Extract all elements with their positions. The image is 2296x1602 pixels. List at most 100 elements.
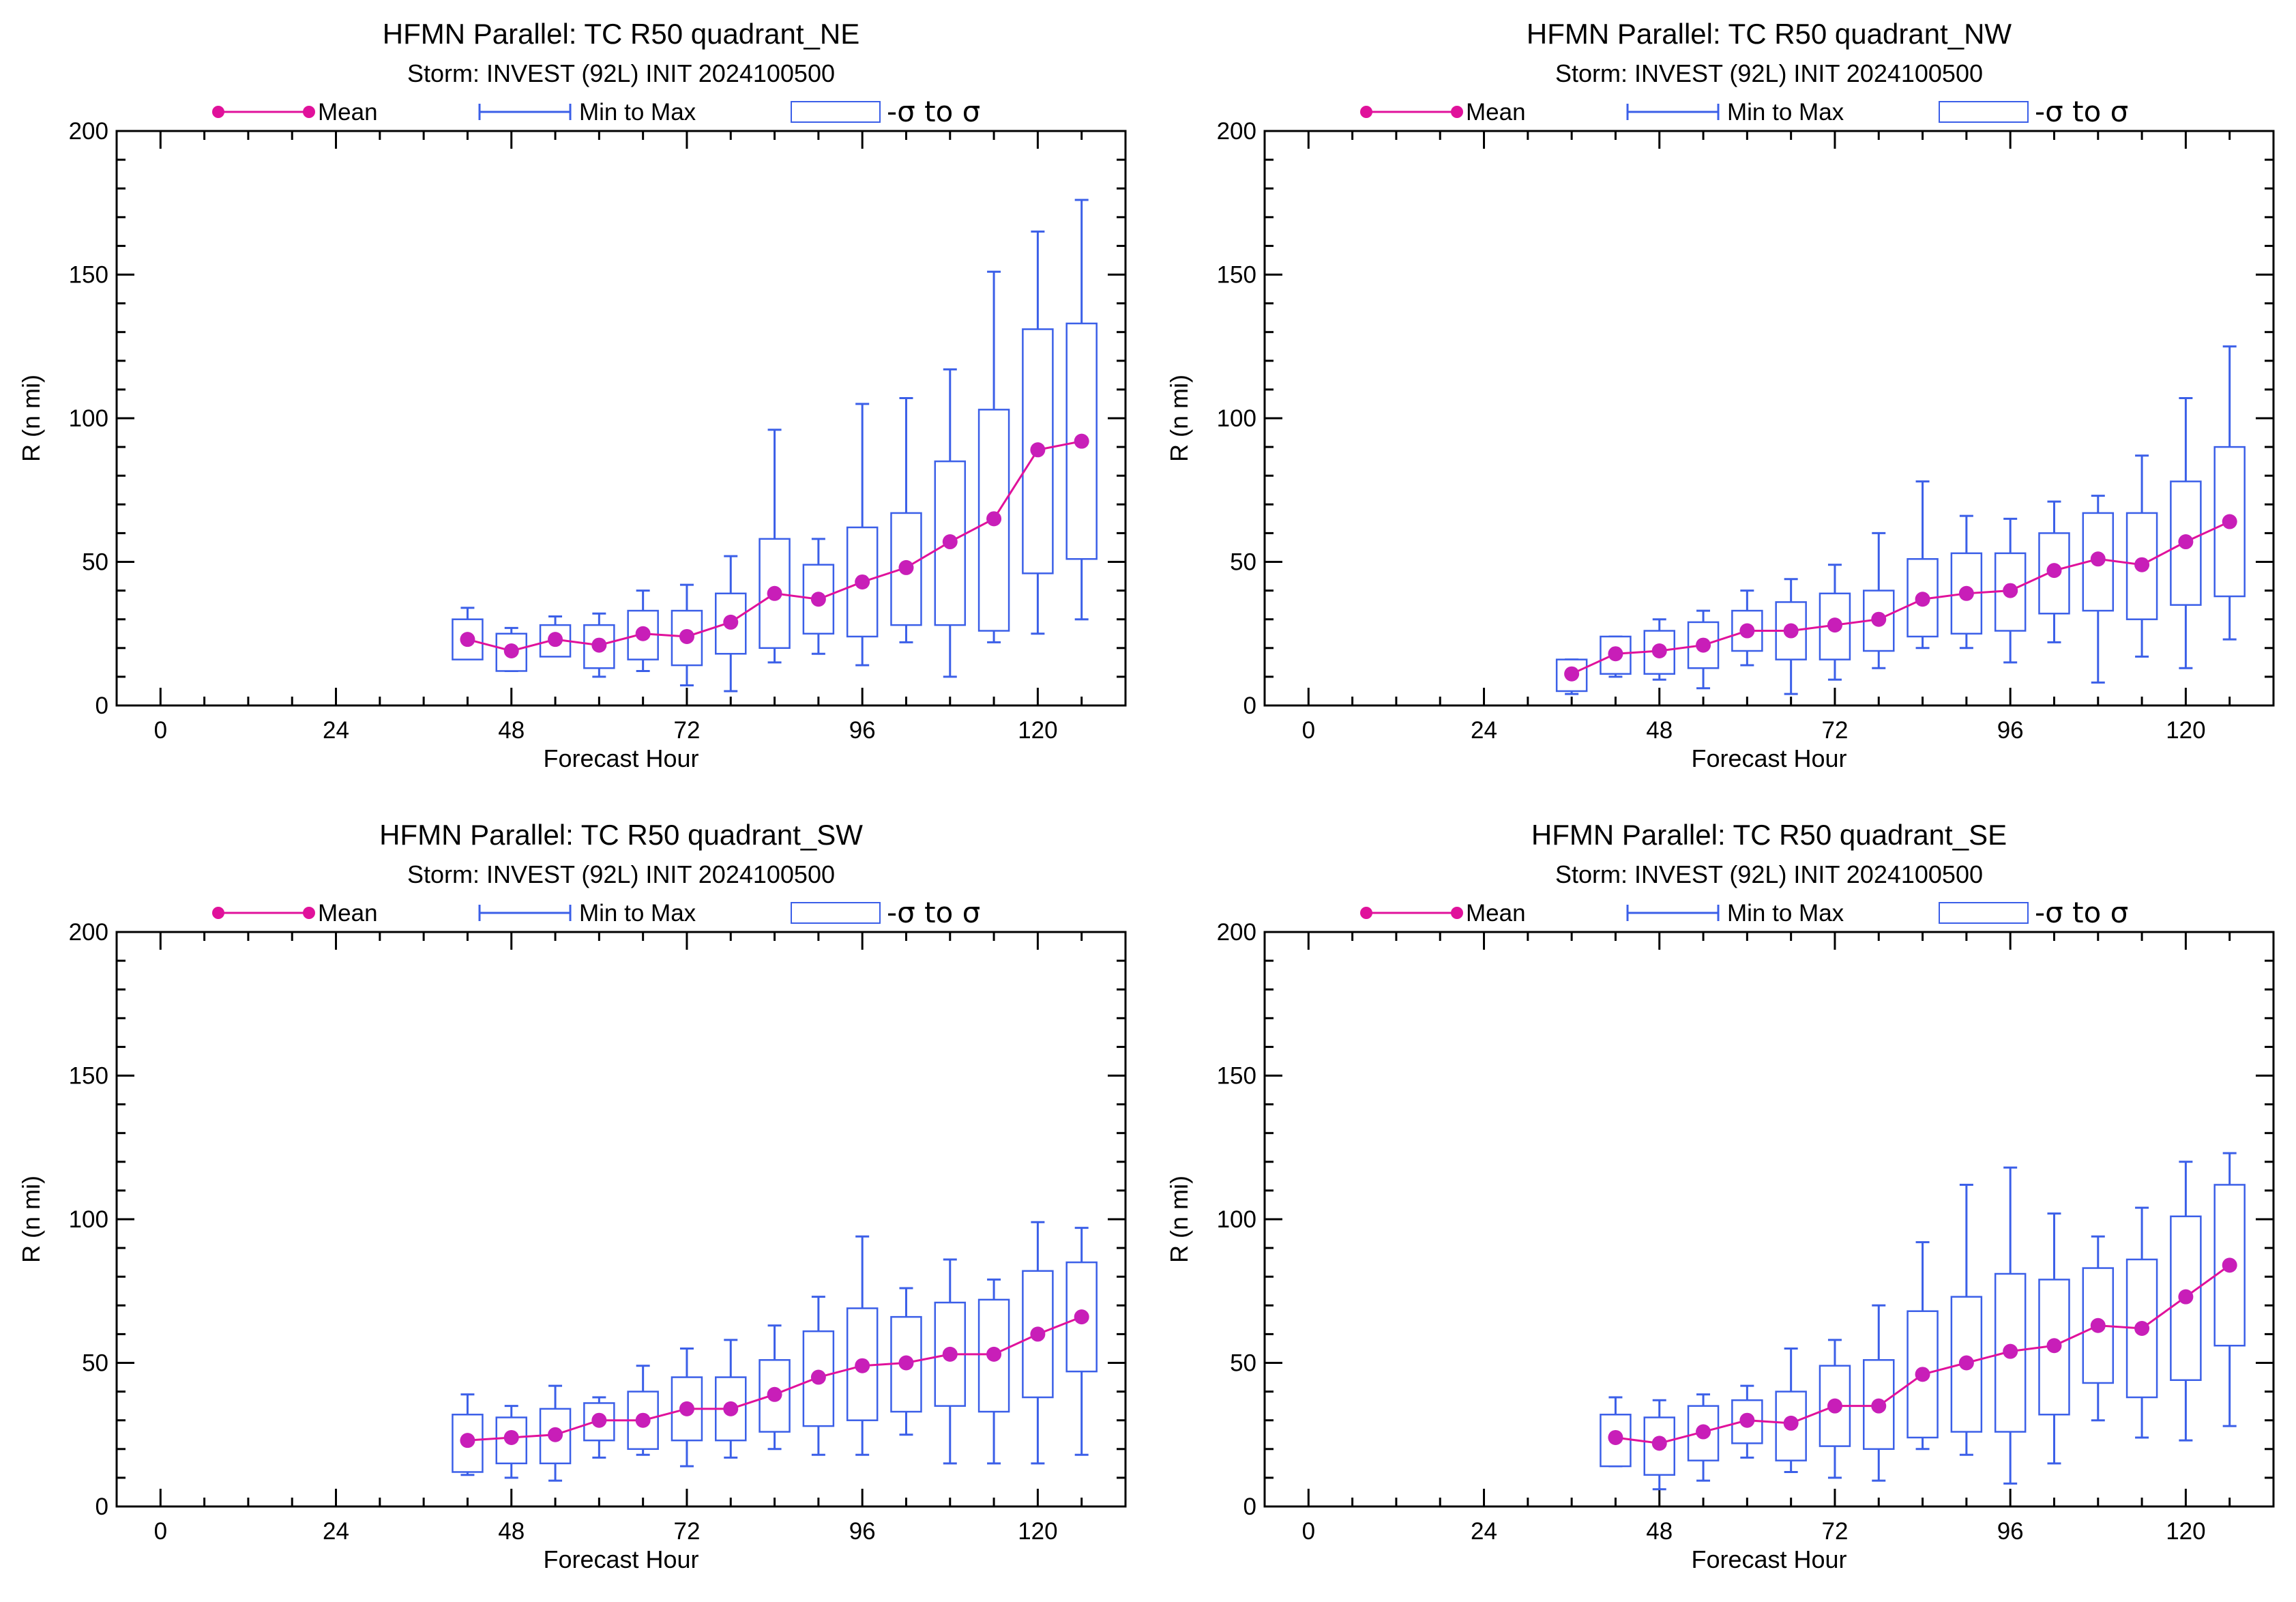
y-tick-label: 100 [1217, 1206, 1256, 1233]
mean-point [2134, 1320, 2150, 1336]
x-tick-label: 72 [673, 717, 700, 744]
mean-point [548, 1427, 563, 1442]
y-tick-label: 100 [69, 1206, 108, 1233]
mean-point [503, 643, 519, 659]
legend: Mean Min to Max -σ to σ [212, 896, 980, 929]
y-tick-label: 0 [95, 1494, 108, 1520]
y-tick-label: 150 [69, 1063, 108, 1090]
mean-point [1871, 611, 1887, 627]
sigma-box [2170, 1215, 2202, 1382]
mean-point [635, 626, 651, 641]
mean-point [1696, 1424, 1711, 1440]
legend-mean-marker [303, 106, 315, 118]
mean-point [810, 1369, 826, 1385]
mean-point [767, 1386, 782, 1402]
y-tick-label: 150 [1217, 1063, 1256, 1090]
data-marks [1555, 345, 2246, 695]
chart-subtitle: Storm: INVEST (92L) INIT 2024100500 [1555, 860, 1983, 888]
mean-point [460, 1433, 475, 1448]
mean-point [2178, 534, 2194, 550]
x-axis: 0 24 48 72 96 120 [115, 131, 1127, 744]
legend-mean-marker [212, 907, 224, 919]
mean-point [942, 1346, 958, 1362]
y-tick-label: 50 [1230, 549, 1256, 576]
x-axis-label: Forecast Hour [543, 744, 698, 772]
mean-point [986, 1346, 1002, 1362]
mean-point [1783, 623, 1799, 639]
mean-point [1030, 1326, 1046, 1342]
legend-minmax-label: Min to Max [1727, 900, 1844, 927]
chart-subtitle: Storm: INVEST (92L) INIT 2024100500 [407, 860, 835, 888]
x-tick-label: 48 [1646, 717, 1673, 744]
chart-title: HFMN Parallel: TC R50 quadrant_SE [1531, 819, 2007, 851]
sigma-box [1687, 1405, 1720, 1461]
legend-mean-marker [1451, 907, 1463, 919]
x-axis-label: Forecast Hour [1691, 744, 1846, 772]
mean-point [1915, 592, 1930, 607]
mean-point [548, 632, 563, 647]
legend: Mean Min to Max -σ to σ [1360, 95, 2128, 128]
y-tick-label: 0 [1243, 693, 1256, 719]
mean-point [1783, 1415, 1799, 1431]
x-tick-label: 96 [1997, 1518, 2024, 1545]
y-tick-label: 0 [95, 693, 108, 719]
mean-point [2003, 583, 2018, 598]
x-tick-label: 48 [498, 717, 525, 744]
legend-sigma-label: -σ to σ [2035, 896, 2128, 929]
mean-line [1571, 521, 2231, 675]
y-tick-label: 150 [69, 262, 108, 289]
legend-sigma-label: -σ to σ [887, 896, 980, 929]
y-tick-label: 100 [1217, 405, 1256, 432]
y-axis: 0 50 100 150 200 [69, 919, 1125, 1520]
sigma-box [1555, 658, 1588, 693]
x-tick-label: 72 [673, 1518, 700, 1545]
chart-panel-3: HFMN Parallel: TC R50 quadrant_SW Storm: … [17, 819, 1127, 1573]
chart-subtitle: Storm: INVEST (92L) INIT 2024100500 [407, 59, 835, 87]
legend-sigma-label: -σ to σ [887, 95, 980, 128]
y-tick-label: 50 [1230, 1350, 1256, 1377]
chart-panel-1: HFMN Parallel: TC R50 quadrant_NE Storm: … [17, 18, 1127, 772]
legend-sigma-box [1939, 902, 2029, 924]
plot-frame [1263, 931, 2275, 1508]
mean-point [855, 574, 870, 589]
x-tick-label: 120 [2166, 1518, 2205, 1545]
legend-mean-label: Mean [1466, 99, 1526, 126]
legend-mean-marker [303, 907, 315, 919]
y-axis: 0 50 100 150 200 [69, 118, 1125, 719]
x-tick-label: 0 [1302, 1518, 1315, 1545]
mean-point [2222, 514, 2237, 529]
mean-point [810, 592, 826, 607]
x-tick-label: 48 [1646, 1518, 1673, 1545]
mean-point [942, 534, 958, 550]
mean-point [898, 1355, 914, 1371]
y-axis: 0 50 100 150 200 [1217, 118, 2273, 719]
legend-mean-marker [1360, 106, 1372, 118]
legend-mean-label: Mean [318, 900, 378, 927]
chart-panel-2: HFMN Parallel: TC R50 quadrant_NW Storm: … [1165, 18, 2275, 772]
y-axis: 0 50 100 150 200 [1217, 919, 2273, 1520]
mean-point [1915, 1367, 1930, 1382]
legend-sigma-label: -σ to σ [2035, 95, 2128, 128]
mean-point [2178, 1289, 2194, 1305]
y-axis-label: R (n mi) [1165, 375, 1193, 462]
data-marks [452, 1221, 1098, 1482]
sigma-box [977, 409, 1010, 632]
mean-point [898, 559, 914, 575]
mean-point [1564, 666, 1580, 682]
mean-point [1871, 1398, 1887, 1414]
x-axis-label: Forecast Hour [1691, 1545, 1846, 1573]
mean-point [767, 585, 782, 601]
mean-point [503, 1429, 519, 1445]
mean-point [986, 511, 1002, 527]
mean-point [1074, 433, 1089, 449]
chart-title: HFMN Parallel: TC R50 quadrant_NE [383, 18, 860, 50]
x-tick-label: 0 [154, 1518, 167, 1545]
y-tick-label: 200 [69, 919, 108, 946]
sigma-box [759, 538, 791, 650]
x-tick-label: 24 [1471, 717, 1497, 744]
y-tick-label: 50 [82, 1350, 108, 1377]
y-tick-label: 50 [82, 549, 108, 576]
legend-sigma-box [791, 902, 881, 924]
x-tick-label: 24 [323, 717, 349, 744]
